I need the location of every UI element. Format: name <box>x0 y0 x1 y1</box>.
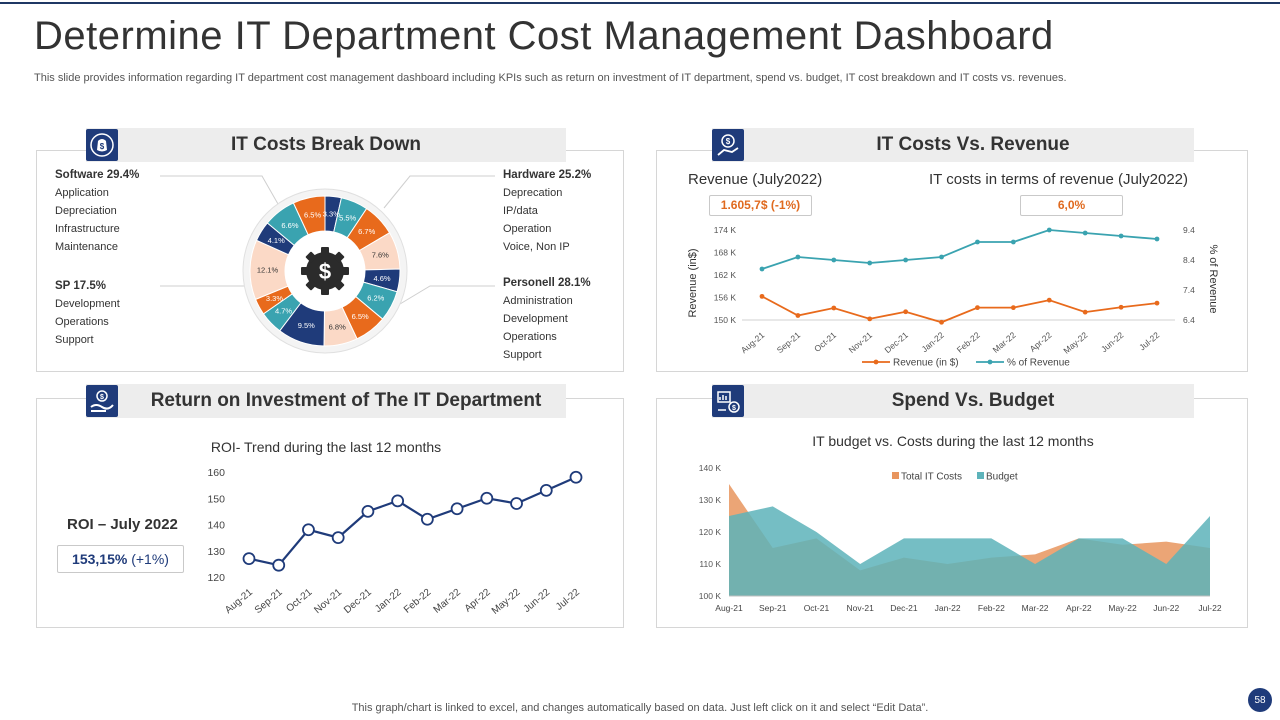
category-title: SP 17.5% <box>55 280 106 292</box>
revenue-label: Revenue (July2022) <box>688 171 823 188</box>
category-item: Maintenance <box>55 241 118 253</box>
donut-data-label: 9.5% <box>298 321 315 330</box>
roi-panel <box>36 398 624 628</box>
donut-data-label: 5.5% <box>339 214 356 223</box>
svg-text:$: $ <box>732 405 736 412</box>
roi-label: ROI – July 2022 <box>67 516 178 533</box>
roi-value: 153,15% <box>72 551 128 567</box>
donut-data-label: 3.3% <box>323 209 340 218</box>
donut-data-label: 4.6% <box>373 274 390 283</box>
category-item: Infrastructure <box>55 223 120 235</box>
revenue-heading: IT Costs Vs. Revenue <box>712 128 1194 162</box>
category-item: Development <box>55 298 120 310</box>
donut-data-label: 4.1% <box>268 236 285 245</box>
donut-data-label: 3.3% <box>266 294 283 303</box>
category-item: IP/data <box>503 205 538 217</box>
category-item: Depreciation <box>55 205 117 217</box>
revenue-kpi: 1.605,7$ (-1%) <box>709 195 812 216</box>
dollar-gear-icon: $ <box>301 247 349 295</box>
category-item: Application <box>55 187 109 199</box>
roi-heading: Return on Investment of The IT Departmen… <box>86 384 566 418</box>
category-hardware: Hardware 25.2% Deprecation IP/data Opera… <box>503 166 591 256</box>
spend-heading: Spend Vs. Budget <box>712 384 1194 418</box>
roi-kpi: 153,15% (+1%) <box>57 545 184 573</box>
category-sp: SP 17.5% Development Operations Support <box>55 277 120 349</box>
category-title: Hardware 25.2% <box>503 169 592 181</box>
hand-coin-icon: $ <box>86 385 118 417</box>
donut-data-label: 12.1% <box>257 266 279 275</box>
category-item: Development <box>503 313 568 325</box>
donut-data-label: 4.7% <box>275 306 292 315</box>
category-item: Support <box>503 349 542 361</box>
donut-data-label: 6.5% <box>304 210 321 219</box>
page-number: 58 <box>1248 688 1272 712</box>
donut-data-label: 6.7% <box>358 227 375 236</box>
donut-data-label: 7.6% <box>372 251 389 260</box>
svg-text:$: $ <box>726 137 731 146</box>
footer-note: This graph/chart is linked to excel, and… <box>351 702 929 714</box>
page-title: Determine IT Department Cost Management … <box>34 14 1054 58</box>
money-hand-icon: $ <box>712 129 744 161</box>
category-software: Software 29.4% Application Depreciation … <box>55 166 139 256</box>
page-subtitle: This slide provides information regardin… <box>34 72 1067 84</box>
donut-data-label: 6.6% <box>281 221 298 230</box>
donut-data-label: 6.2% <box>367 293 384 302</box>
category-title: Personell 28.1% <box>503 277 591 289</box>
category-item: Administration <box>503 295 573 307</box>
category-item: Deprecation <box>503 187 563 199</box>
category-item: Operations <box>503 331 557 343</box>
category-title: Software 29.4% <box>55 169 140 181</box>
donut-data-label: 6.8% <box>329 323 346 332</box>
spend-panel <box>656 398 1248 628</box>
category-item: Support <box>55 334 94 346</box>
category-personell: Personell 28.1% Administration Developme… <box>503 274 591 364</box>
budget-chart-icon: $ <box>712 385 744 417</box>
donut-data-label: 6.5% <box>352 312 369 321</box>
roi-change: (+1%) <box>131 551 169 567</box>
money-bag-icon: $ <box>86 129 118 161</box>
svg-text:$: $ <box>100 394 104 401</box>
cost-ratio-label: IT costs in terms of revenue (July2022) <box>929 171 1188 188</box>
cost-breakdown-donut: $ 3.3% 5.5%6.7%7.6%4.6%6.2%6.5%6.8%9.5%4.… <box>242 188 408 354</box>
svg-text:$: $ <box>319 259 331 284</box>
category-item: Operations <box>55 316 109 328</box>
category-item: Voice, Non IP <box>503 241 570 253</box>
top-rule <box>0 2 1280 4</box>
cost-ratio-kpi: 6,0% <box>1020 195 1123 216</box>
breakdown-heading: IT Costs Break Down <box>86 128 566 162</box>
svg-text:$: $ <box>100 142 105 151</box>
category-item: Operation <box>503 223 552 235</box>
